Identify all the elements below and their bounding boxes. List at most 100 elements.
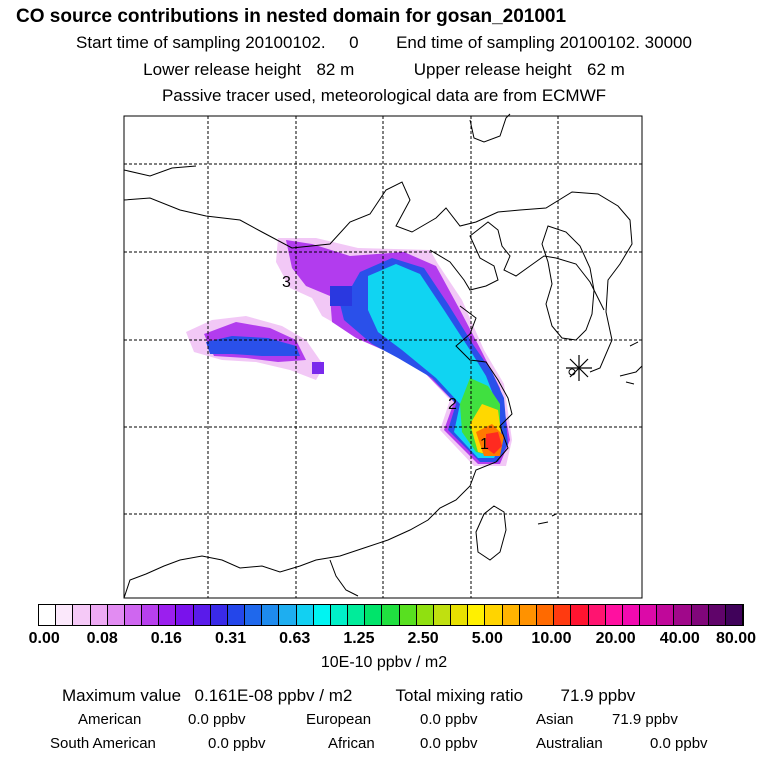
colorbar-cell [416, 605, 434, 625]
plot-title: CO source contributions in nested domain… [16, 6, 567, 27]
coastline [329, 559, 359, 597]
marker-3: 3 [282, 274, 291, 291]
colorbar-cell [176, 605, 194, 625]
release-heights: Lower release height 82 m Upper release … [0, 60, 768, 80]
colorbar-cell [142, 605, 160, 625]
lower-value: 82 m [316, 60, 355, 79]
colorbar-cell [433, 605, 452, 625]
contrib-label: American [78, 711, 142, 728]
colorbar [38, 604, 744, 626]
colorbar-cell [262, 605, 280, 625]
contrib-african: African [328, 735, 375, 752]
colorbar-tick-label: 40.00 [659, 630, 700, 647]
plume-patch [330, 286, 352, 306]
colorbar-tick-label: 5.00 [471, 630, 503, 647]
colorbar-tick-label: 20.00 [595, 630, 636, 647]
colorbar-cell [588, 605, 606, 625]
colorbar-cell [245, 605, 263, 625]
island [568, 368, 576, 376]
contrib-south-american-value: 0.0 ppbv [208, 735, 266, 752]
colorbar-cell [227, 605, 246, 625]
colorbar-cell [485, 605, 503, 625]
colorbar-unit: 10E-10 ppbv / m2 [320, 654, 448, 671]
end-value: 20100102. 30000 [559, 33, 692, 52]
colorbar-cell [107, 605, 125, 625]
colorbar-tick-label: 10.00 [531, 630, 572, 647]
colorbar-cell [90, 605, 108, 625]
colorbar-tick-label: 1.25 [343, 630, 375, 647]
contrib-african-value: 0.0 ppbv [420, 735, 478, 752]
contrib-european-value: 0.0 ppbv [420, 711, 478, 728]
plume-west-blue [206, 336, 300, 356]
plume [186, 238, 512, 466]
marker-2: 2 [448, 396, 457, 413]
upper-value: 62 m [587, 60, 625, 79]
gridlines [124, 116, 642, 598]
colorbar-cell [502, 605, 520, 625]
colorbar-cell [691, 605, 709, 625]
contrib-american-value: 0.0 ppbv [188, 711, 246, 728]
marker-1: 1 [480, 436, 489, 453]
colorbar-tick-label: 0.00 [28, 630, 60, 647]
colorbar-cell [605, 605, 623, 625]
colorbar-cell [519, 605, 537, 625]
plume-red [486, 432, 502, 454]
colorbar-cell [382, 605, 400, 625]
colorbar-cell [39, 605, 57, 625]
colorbar-cell [554, 605, 572, 625]
colorbar-cell [725, 605, 744, 625]
taiwan [475, 505, 507, 561]
colorbar-cell [279, 605, 297, 625]
max-label: Maximum value [62, 686, 182, 705]
colorbar-cell [330, 605, 349, 625]
colorbar-tick-label: 0.31 [214, 630, 247, 647]
colorbar-cell [365, 605, 383, 625]
contrib-american: American [78, 711, 141, 728]
colorbar-cell [193, 605, 211, 625]
colorbar-tick-label: 2.50 [407, 630, 439, 647]
contrib-asian: Asian [536, 711, 574, 728]
coastline [429, 221, 605, 311]
colorbar-tick-label: 0.16 [150, 630, 182, 647]
island [537, 513, 557, 525]
colorbar-cell [73, 605, 91, 625]
colorbar-cell [536, 605, 555, 625]
colorbar-cell [296, 605, 314, 625]
colorbar-cell [210, 605, 228, 625]
contrib-south-american: South American [50, 735, 156, 752]
receptor-star-icon [566, 355, 592, 381]
total-label: Total mixing ratio [395, 686, 524, 705]
colorbar-cell [674, 605, 692, 625]
summary-stats: Maximum value 0.161E-08 ppbv / m2 Total … [62, 686, 635, 706]
tracer-note: Passive tracer used, meteorological data… [161, 86, 607, 105]
upper-label: Upper release height [413, 60, 572, 79]
colorbar-cell [622, 605, 641, 625]
contrib-asian-value: 71.9 ppbv [612, 711, 678, 728]
map-frame [123, 115, 643, 599]
sampling-times: Start time of sampling 20100102. 0 End t… [0, 33, 768, 53]
coastline [123, 305, 513, 599]
colorbar-cell [348, 605, 366, 625]
colorbar-tick-label: 0.08 [86, 630, 118, 647]
colorbar-cell [451, 605, 469, 625]
colorbar-tick-label: 0.63 [279, 630, 311, 647]
colorbar-cell [640, 605, 658, 625]
colorbar-cell [468, 605, 486, 625]
start-value: 20100102. 0 [245, 33, 359, 52]
max-value: 0.161E-08 ppbv / m2 [194, 686, 353, 705]
colorbar-cell [657, 605, 675, 625]
total-value: 71.9 ppbv [560, 686, 636, 705]
coastline [123, 181, 633, 373]
start-label: Start time of sampling [76, 33, 241, 52]
contrib-australian: Australian [536, 735, 603, 752]
lower-label: Lower release height [143, 60, 301, 79]
colorbar-cell [124, 605, 143, 625]
colorbar-tick-label: 80.00 [715, 630, 757, 647]
colorbar-cell [399, 605, 417, 625]
colorbar-cell [159, 605, 177, 625]
colorbar-cell [313, 605, 331, 625]
japan-islands [619, 341, 643, 385]
contrib-australian-value: 0.0 ppbv [650, 735, 708, 752]
end-label: End time of sampling [396, 33, 555, 52]
colorbar-cell [56, 605, 74, 625]
